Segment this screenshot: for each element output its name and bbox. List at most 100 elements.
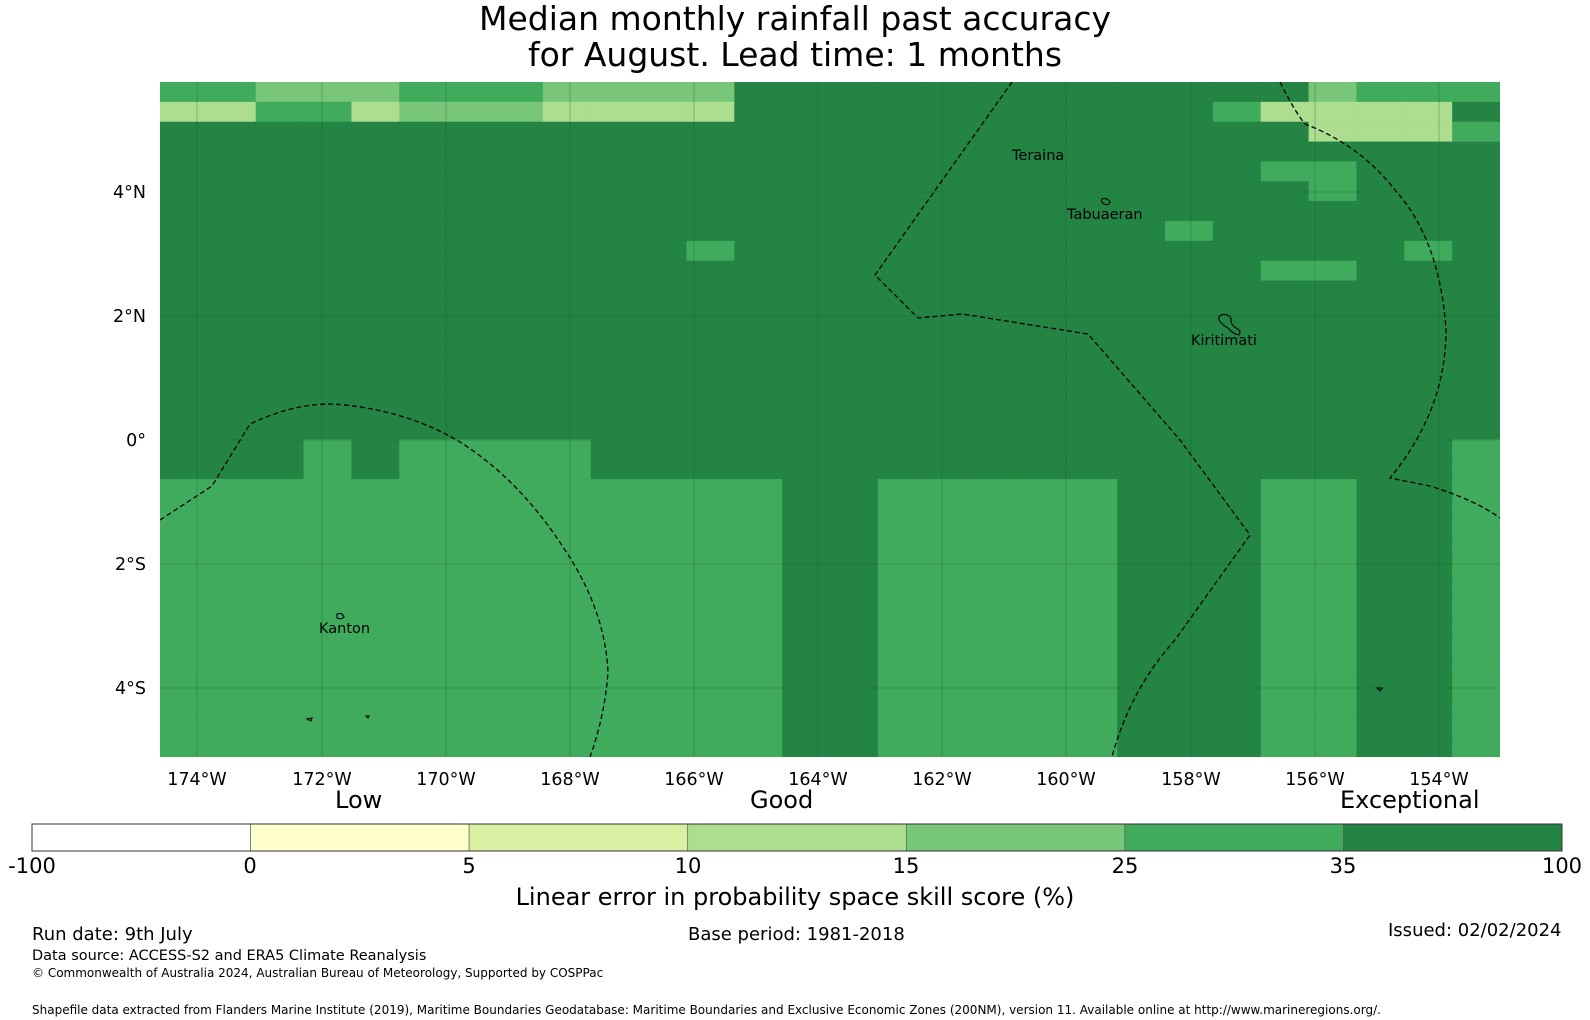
grid-cell — [207, 320, 257, 341]
grid-cell — [1260, 181, 1310, 202]
grid-cell — [1069, 340, 1118, 361]
grid-cell — [542, 637, 592, 659]
grid-cell — [1452, 459, 1500, 480]
colorbar-tick-label: 5 — [462, 854, 475, 878]
grid-cell — [973, 518, 1023, 540]
grid-cell — [160, 181, 209, 202]
grid-cell — [303, 459, 353, 480]
lon-tick-label: 170°W — [416, 770, 475, 790]
grid-cell — [1165, 141, 1214, 163]
grid-cell — [255, 121, 305, 143]
lon-tick-label: 154°W — [1409, 770, 1468, 790]
grid-cell — [1404, 359, 1453, 381]
grid-cell — [877, 82, 927, 103]
grid-cell — [351, 459, 400, 480]
grid-cell — [782, 121, 831, 143]
grid-cell — [1069, 379, 1118, 401]
grid-cell — [351, 479, 400, 500]
grid-cell — [686, 141, 735, 163]
grid-cell — [1356, 101, 1405, 123]
grid-cell — [782, 201, 831, 222]
grid-cell — [1165, 82, 1214, 103]
grid-cell — [925, 459, 975, 480]
grid-cell — [925, 498, 975, 520]
grid-cell — [1404, 320, 1453, 341]
grid-cell — [973, 618, 1023, 639]
grid-cell — [255, 82, 305, 103]
grid-cell — [160, 300, 209, 321]
grid-cell — [1356, 220, 1405, 242]
grid-cell — [782, 240, 831, 262]
grid-cell — [495, 697, 544, 718]
grid-cell — [973, 340, 1023, 361]
grid-cell — [638, 379, 688, 401]
grid-cell — [495, 598, 544, 619]
grid-cell — [542, 340, 592, 361]
grid-cell — [782, 340, 831, 361]
grid-cell — [877, 121, 927, 143]
colorbar-tick-label: -100 — [8, 854, 56, 878]
grid-cell — [1069, 419, 1118, 440]
grid-cell — [1069, 82, 1118, 103]
grid-cell — [1404, 201, 1453, 222]
grid-cell — [782, 260, 831, 282]
grid-cell — [399, 181, 448, 202]
grid-cell — [160, 637, 209, 659]
grid-cell — [399, 578, 448, 599]
grid-cell — [830, 399, 879, 421]
grid-cell — [495, 479, 544, 500]
grid-cell — [973, 379, 1023, 401]
grid-cell — [1021, 280, 1070, 301]
grid-cell — [1452, 657, 1500, 679]
grid-cell — [686, 101, 735, 123]
grid-cell — [1212, 82, 1262, 103]
grid-cell — [686, 737, 735, 757]
grid-cell — [973, 419, 1023, 440]
grid-cell — [1117, 538, 1166, 560]
grid-cell — [495, 220, 544, 242]
grid-cell — [1404, 101, 1453, 123]
grid-cell — [877, 320, 927, 341]
grid-cell — [877, 379, 927, 401]
grid-cell — [1260, 518, 1310, 540]
grid-cell — [447, 737, 496, 757]
place-label-teraina: Teraina — [1011, 148, 1064, 164]
grid-cell — [830, 82, 879, 103]
colorbar-tick-labels: -100 0 5 10 15 25 35 100 — [8, 854, 1582, 878]
grid-cell — [1356, 598, 1405, 619]
grid-cell — [590, 459, 640, 480]
lon-tick-label: 160°W — [1036, 770, 1095, 790]
grid-cell — [1356, 141, 1405, 163]
grid-cell — [1356, 697, 1405, 718]
lat-tick-label: 2°S — [115, 555, 146, 575]
grid-cell — [686, 340, 735, 361]
grid-cell — [1452, 379, 1500, 401]
grid-cell — [1404, 498, 1453, 520]
grid-cell — [1165, 558, 1214, 579]
grid-cell — [782, 320, 831, 341]
grid-cell — [1212, 379, 1262, 401]
grid-cell — [542, 598, 592, 619]
grid-cell — [1452, 717, 1500, 738]
grid-cell — [1308, 578, 1358, 599]
grid-cell — [1069, 359, 1118, 381]
grid-cell — [1069, 439, 1118, 460]
grid-cell — [925, 697, 975, 718]
grid-cell — [399, 558, 448, 579]
grid-cell — [1069, 220, 1118, 242]
grid-cell — [351, 598, 400, 619]
grid-cell — [1260, 419, 1310, 440]
grid-cell — [255, 479, 305, 500]
grid-cell — [973, 359, 1023, 381]
issued-date: Issued: 02/02/2024 — [1388, 920, 1562, 941]
grid-cell — [255, 320, 305, 341]
grid-cell — [542, 379, 592, 401]
grid-cell — [303, 220, 353, 242]
grid-cell — [207, 737, 257, 757]
grid-cell — [1260, 578, 1310, 599]
grid-cell — [447, 598, 496, 619]
grid-cell — [782, 479, 831, 500]
grid-cell — [925, 260, 975, 282]
grid-cell — [447, 637, 496, 659]
grid-cell — [638, 121, 688, 143]
